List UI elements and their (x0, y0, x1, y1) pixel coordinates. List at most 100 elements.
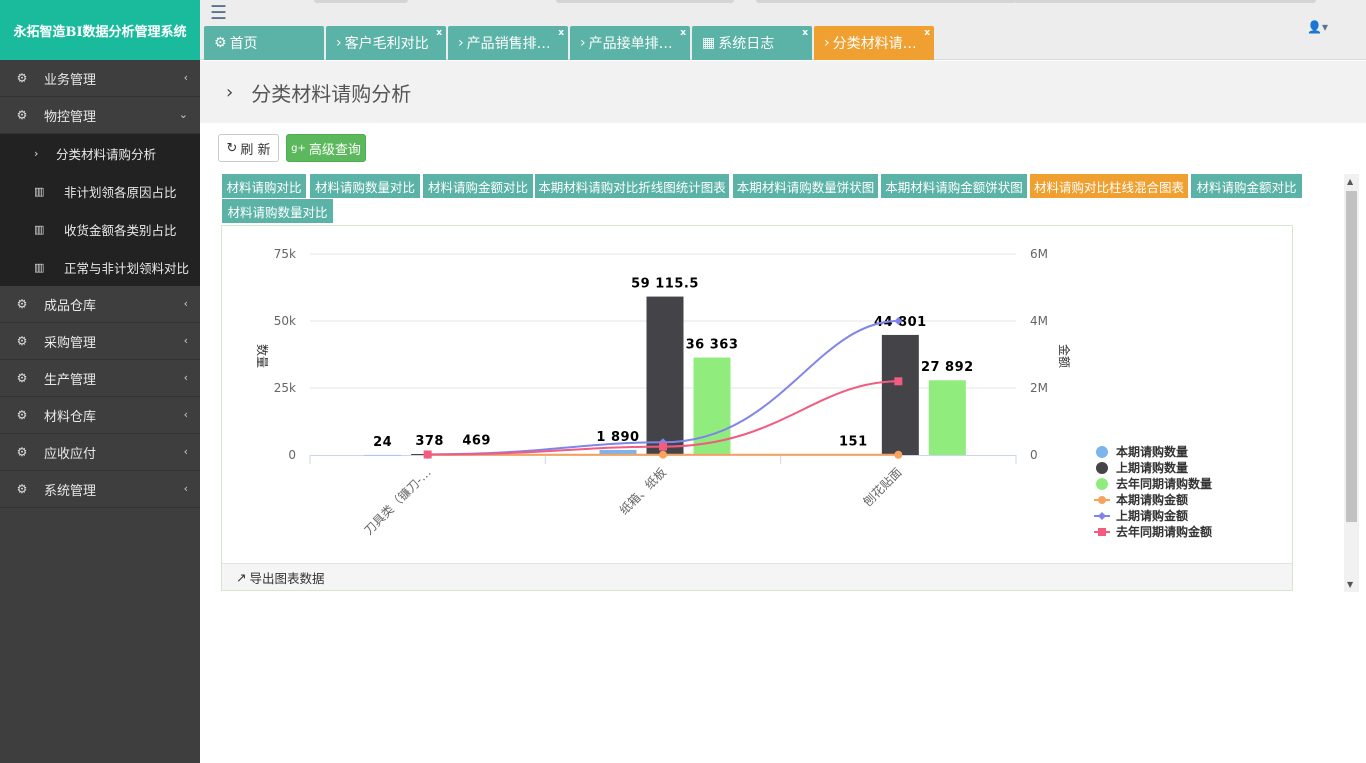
y2-tick-label: 4M (1030, 314, 1048, 328)
divider (314, 0, 408, 3)
scroll-up-icon[interactable]: ▲ (1347, 177, 1354, 186)
chevron-icon: ⌄ (178, 108, 188, 121)
legend-marker (1098, 528, 1106, 536)
y-tick-label: 25k (274, 381, 296, 395)
gear-icon: ⚙ (16, 408, 28, 422)
submenu-item[interactable]: › 分类材料请购分析 (0, 134, 200, 172)
sidebar-item[interactable]: ⚙ 采购管理 ‹ (0, 323, 200, 360)
close-icon[interactable]: x (558, 28, 564, 38)
app-brand[interactable]: 永拓智造BI数据分析管理系统 (0, 0, 200, 60)
tab-label: 产品接单排… (588, 36, 673, 52)
gear-icon: ⚙ (16, 482, 28, 496)
tab-label: 产品销售排… (466, 36, 551, 52)
tab[interactable]: › 客户毛利对比 x (326, 26, 446, 60)
sidebar-item[interactable]: ⚙ 生产管理 ‹ (0, 360, 200, 397)
chart-tab[interactable]: 材料请购对比 (222, 174, 306, 198)
sidebar-menu: ⚙ 业务管理 ‹ ⚙ 物控管理 ⌄ › 分类材料请购分析 ▥ 非计划领各原因占比 ▥ 收货金额各类别占… (0, 60, 200, 508)
gear-icon: ⚙ (16, 297, 28, 311)
tab-label: 首页 (229, 36, 258, 52)
submenu-item[interactable]: ▥ 正常与非计划领料对比 (0, 248, 200, 286)
gear-icon: ⚙ (16, 108, 28, 122)
sidebar-item[interactable]: ⚙ 材料仓库 ‹ (0, 397, 200, 434)
chart-tab[interactable]: 本期材料请购数量饼状图 (733, 174, 878, 198)
advanced-search-button[interactable]: g+ 高级查询 (286, 134, 366, 162)
scroll-down-icon[interactable]: ▼ (1347, 580, 1354, 589)
series-line (427, 320, 899, 456)
refresh-button[interactable]: ↻ 刷 新 (218, 134, 279, 162)
menu-toggle-icon[interactable]: ☰ (210, 2, 228, 24)
submenu: › 分类材料请购分析 ▥ 非计划领各原因占比 ▥ 收货金额各类别占比 ▥ 正常与非计划领料对比 (0, 134, 200, 286)
sidebar-item[interactable]: ⚙ 业务管理 ‹ (0, 60, 200, 97)
user-menu-icon[interactable]: 👤▾ (1307, 20, 1328, 34)
bar-data-label: 59 115.5 (631, 277, 699, 292)
line-point (894, 377, 903, 386)
legend-label: 本期请购金额 (1116, 492, 1188, 507)
legend-marker (1098, 496, 1106, 504)
submenu-item-label: 收货金额各类别占比 (64, 222, 177, 238)
x-tick-label: 刀具类（镰刀-… (361, 465, 434, 538)
tab-label: 客户毛利对比 (344, 36, 429, 52)
chevron-icon: ‹ (183, 371, 188, 384)
tab-icon: ⚙ (214, 35, 227, 51)
chart-tab[interactable]: 材料请购数量对比 (310, 174, 420, 198)
chart-tab[interactable]: 材料请购金额对比 (423, 174, 533, 198)
bar-data-label: 36 363 (686, 338, 739, 353)
tab[interactable]: › 分类材料请… x (814, 26, 934, 60)
gear-icon: ⚙ (16, 334, 28, 348)
tab[interactable]: › 产品销售排… x (448, 26, 568, 60)
tab-icon: › (580, 35, 586, 51)
divider (556, 0, 734, 3)
legend-marker (1096, 478, 1108, 490)
chart-tab[interactable]: 本期材料请购金额饼状图 (881, 174, 1027, 198)
chevron-right-icon: › (226, 81, 234, 103)
chevron-icon: ‹ (183, 71, 188, 84)
submenu-item[interactable]: ▥ 收货金额各类别占比 (0, 210, 200, 248)
sidebar-item-label: 应收应付 (44, 446, 97, 462)
scrollbar-thumb[interactable] (1346, 191, 1357, 522)
scrollbar[interactable]: ▲ ▼ (1344, 174, 1359, 592)
google-plus-icon: g+ (291, 142, 306, 154)
tab[interactable]: › 产品接单排… x (570, 26, 690, 60)
chart-tab[interactable]: 材料请购金额对比 (1191, 174, 1302, 198)
legend-label: 本期请购数量 (1116, 444, 1188, 459)
sidebar-item[interactable]: ⚙ 成品仓库 ‹ (0, 286, 200, 323)
tab-icon: ▦ (702, 35, 716, 51)
refresh-icon: ↻ (226, 140, 238, 156)
chart-footer: ↗ 导出图表数据 (222, 563, 1292, 590)
bar-chart-icon: ▥ (34, 222, 45, 236)
legend-label: 去年同期请购数量 (1116, 476, 1212, 491)
submenu-item[interactable]: ▥ 非计划领各原因占比 (0, 172, 200, 210)
chart-tab[interactable]: 本期材料请购对比折线图统计图表 (535, 174, 729, 198)
tab[interactable]: ▦ 系统日志 x (692, 26, 812, 60)
chevron-icon: ‹ (183, 297, 188, 310)
bar-data-label: 469 (462, 434, 491, 449)
chart-tab[interactable]: 材料请购数量对比 (222, 199, 333, 223)
sidebar-item[interactable]: ⚙ 系统管理 ‹ (0, 471, 200, 508)
bar-data-label: 378 (415, 434, 444, 449)
close-icon[interactable]: x (436, 28, 442, 38)
chevron-icon: ‹ (183, 445, 188, 458)
close-icon[interactable]: x (680, 28, 686, 38)
chart-panel: 0 25k 50k 75k 0 2M 4M 6M 数量 金额 刀具类（镰刀-… 纸箱、纸板 刨花贴面 24… (221, 225, 1293, 591)
sidebar-item[interactable]: ⚙ 物控管理 ⌄ (0, 97, 200, 134)
sidebar-item-label: 材料仓库 (44, 409, 97, 425)
line-point (894, 450, 903, 459)
tab[interactable]: ⚙ 首页 (204, 26, 324, 60)
sidebar-item[interactable]: ⚙ 应收应付 ‹ (0, 434, 200, 471)
gear-icon: ⚙ (16, 71, 28, 85)
tab-icon: › (458, 35, 464, 51)
page-header: › 分类材料请购分析 (200, 61, 1366, 123)
chevron-right-icon: › (34, 146, 39, 160)
sidebar: 永拓智造BI数据分析管理系统 ⚙ 业务管理 ‹ ⚙ 物控管理 ⌄ › 分类材料请购分析 ▥ 非计划… (0, 0, 200, 763)
y2-tick-label: 6M (1030, 247, 1048, 261)
export-chart-data-link[interactable]: 导出图表数据 (249, 570, 325, 586)
chevron-icon: ‹ (183, 408, 188, 421)
close-icon[interactable]: x (802, 28, 808, 38)
sidebar-item-label: 业务管理 (44, 72, 97, 88)
bar (928, 380, 966, 455)
close-icon[interactable]: x (924, 28, 930, 38)
divider (1014, 0, 1316, 3)
y-axis-title: 数量 (255, 344, 270, 368)
chart-tab[interactable]: 材料请购对比柱线混合图表 (1030, 174, 1188, 198)
line-point (894, 317, 903, 325)
